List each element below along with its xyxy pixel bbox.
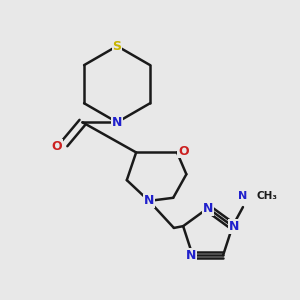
Text: O: O <box>52 140 62 153</box>
Text: N: N <box>238 191 248 201</box>
Text: N: N <box>229 220 239 232</box>
Text: O: O <box>178 145 189 158</box>
Text: N: N <box>203 202 213 215</box>
Text: N: N <box>186 249 196 262</box>
Text: N: N <box>144 194 154 207</box>
Text: S: S <box>112 40 122 52</box>
Text: CH₃: CH₃ <box>256 191 277 201</box>
Text: N: N <box>112 116 122 129</box>
